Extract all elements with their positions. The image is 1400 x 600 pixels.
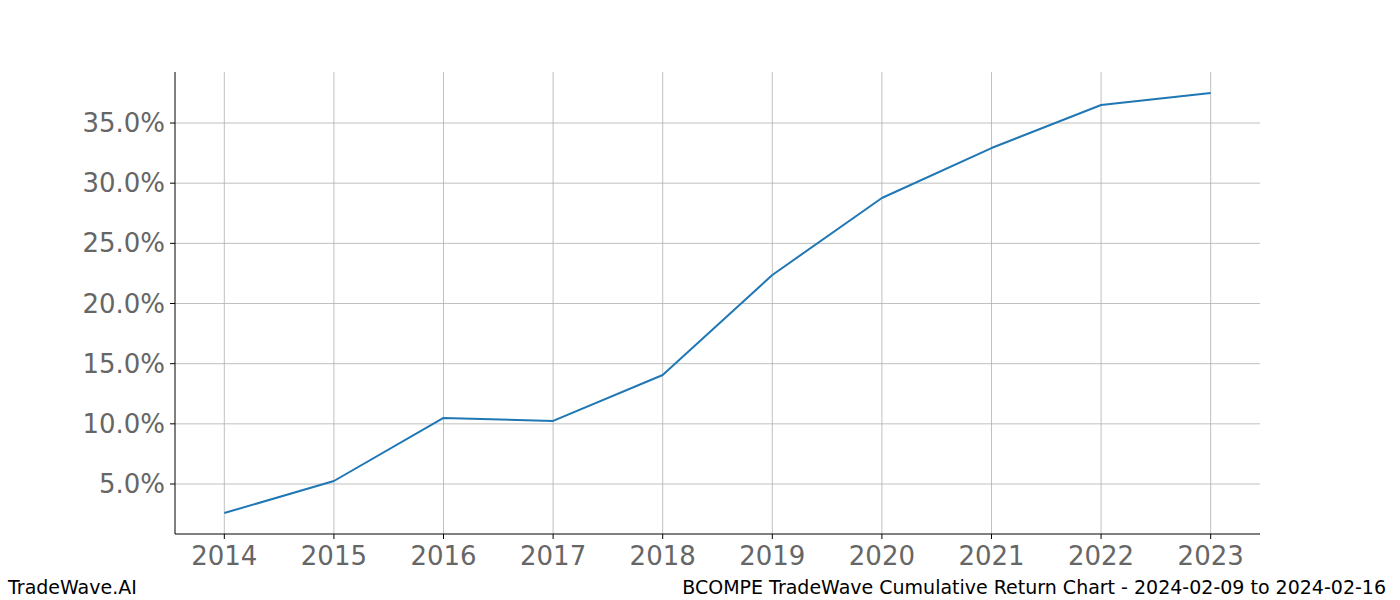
tick-label: 2023 — [1178, 541, 1244, 571]
grid-line — [772, 72, 773, 534]
tick-label: 30.0% — [82, 168, 165, 198]
tick-mark — [662, 534, 663, 539]
tick-mark — [170, 484, 175, 485]
tick-label: 2019 — [739, 541, 805, 571]
tick-mark — [772, 534, 773, 539]
tick-label: 2022 — [1068, 541, 1134, 571]
grid-line — [175, 303, 1260, 304]
grid-line — [553, 72, 554, 534]
grid-line — [991, 72, 992, 534]
tick-mark — [170, 303, 175, 304]
grid-line — [175, 363, 1260, 364]
watermark: TradeWave.AI — [7, 576, 137, 598]
tick-mark — [443, 534, 444, 539]
tick-mark — [881, 534, 882, 539]
tick-label: 15.0% — [82, 349, 165, 379]
grid-line — [175, 423, 1260, 424]
tick-label: 35.0% — [82, 108, 165, 138]
grid-line — [443, 72, 444, 534]
tick-label: 2017 — [520, 541, 586, 571]
tick-label: 25.0% — [82, 228, 165, 258]
tick-mark — [991, 534, 992, 539]
grid-line — [333, 72, 334, 534]
tick-label: 20.0% — [82, 289, 165, 319]
caption: BCOMPE TradeWave Cumulative Return Chart… — [682, 576, 1386, 598]
tick-label: 2015 — [301, 541, 367, 571]
tick-label: 2016 — [410, 541, 476, 571]
tick-label: 5.0% — [99, 469, 165, 499]
tick-mark — [1210, 534, 1211, 539]
grid-line — [175, 183, 1260, 184]
x-axis-line — [175, 534, 1260, 535]
tick-mark — [224, 534, 225, 539]
plot-area — [224, 93, 1210, 513]
tick-mark — [333, 534, 334, 539]
tick-mark — [170, 363, 175, 364]
tick-mark — [1101, 534, 1102, 539]
tick-mark — [170, 183, 175, 184]
grid-line — [175, 243, 1260, 244]
tick-mark — [170, 243, 175, 244]
tick-mark — [170, 123, 175, 124]
data-line — [224, 93, 1210, 513]
tick-label: 2020 — [849, 541, 915, 571]
tick-label: 2014 — [191, 541, 257, 571]
tick-label: 2018 — [630, 541, 696, 571]
grid-line — [1101, 72, 1102, 534]
grid-line — [175, 484, 1260, 485]
tick-label: 2021 — [958, 541, 1024, 571]
y-axis-line — [175, 72, 176, 534]
chart: 2014 2015 2016 2017 2018 2019 2020 2021 2022 2023… — [0, 0, 1400, 600]
grid-line — [881, 72, 882, 534]
tick-mark — [553, 534, 554, 539]
grid-line — [662, 72, 663, 534]
tick-label: 10.0% — [82, 409, 165, 439]
tick-mark — [170, 423, 175, 424]
grid-line — [224, 72, 225, 534]
grid-line — [1210, 72, 1211, 534]
grid-line — [175, 123, 1260, 124]
